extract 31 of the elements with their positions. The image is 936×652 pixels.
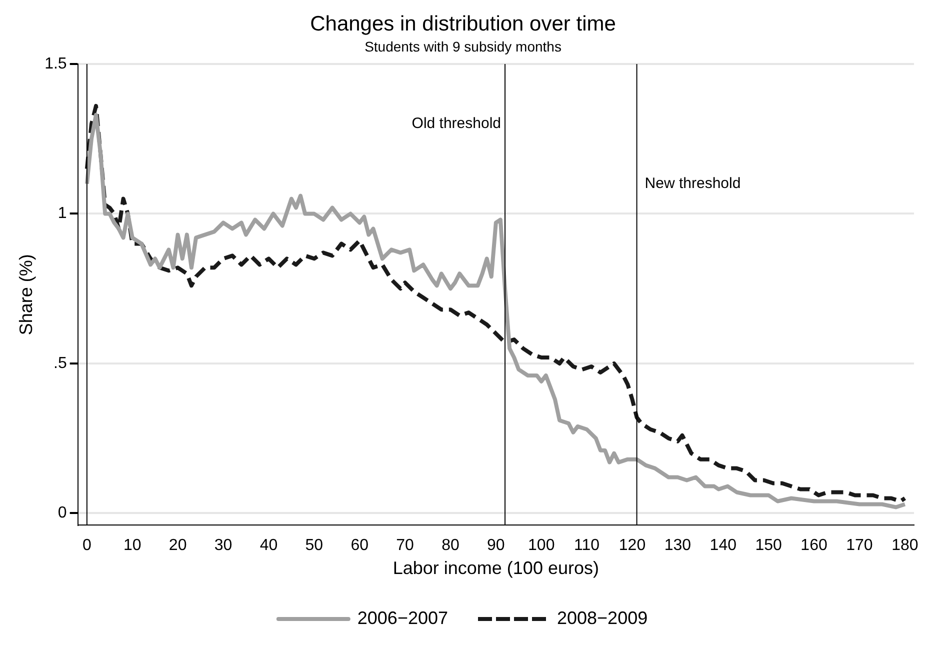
x-tick-label: 160 xyxy=(800,537,828,554)
x-tick-label: 80 xyxy=(442,537,460,554)
y-tick-label: 1.5 xyxy=(44,55,67,72)
x-tick-label: 120 xyxy=(618,537,646,554)
chart-title: Changes in distribution over time xyxy=(310,12,616,36)
x-tick-label: 10 xyxy=(123,537,142,554)
y-tick-label: 0 xyxy=(58,504,67,522)
x-tick-label: 180 xyxy=(892,537,918,554)
x-tick-label: 60 xyxy=(350,537,369,554)
x-tick-label: 20 xyxy=(168,537,187,554)
x-axis-title: Labor income (100 euros) xyxy=(392,558,599,578)
x-tick-label: 30 xyxy=(214,537,232,554)
legend-label: 2006−2007 xyxy=(357,608,448,628)
x-tick-label: 130 xyxy=(664,537,692,554)
y-tick-label: 1 xyxy=(58,205,67,222)
x-tick-label: 70 xyxy=(396,537,414,554)
x-tick-label: 150 xyxy=(755,537,782,554)
y-axis-title: Share (%) xyxy=(16,254,36,336)
x-tick-label: 140 xyxy=(710,537,737,554)
x-tick-label: 110 xyxy=(574,537,600,554)
x-tick-label: 170 xyxy=(846,537,873,554)
y-tick-label: .5 xyxy=(54,354,67,372)
x-tick-label: 40 xyxy=(260,537,278,554)
x-tick-label: 90 xyxy=(487,537,505,554)
legend-label: 2008−2009 xyxy=(557,608,648,628)
ref-line-label: New threshold xyxy=(644,175,741,192)
x-tick-label: 100 xyxy=(528,537,555,554)
ref-line-label: Old threshold xyxy=(412,115,502,132)
x-tick-label: 50 xyxy=(305,537,324,554)
x-tick-label: 0 xyxy=(82,537,92,554)
chart-subtitle: Students with 9 subsidy months xyxy=(364,38,562,54)
